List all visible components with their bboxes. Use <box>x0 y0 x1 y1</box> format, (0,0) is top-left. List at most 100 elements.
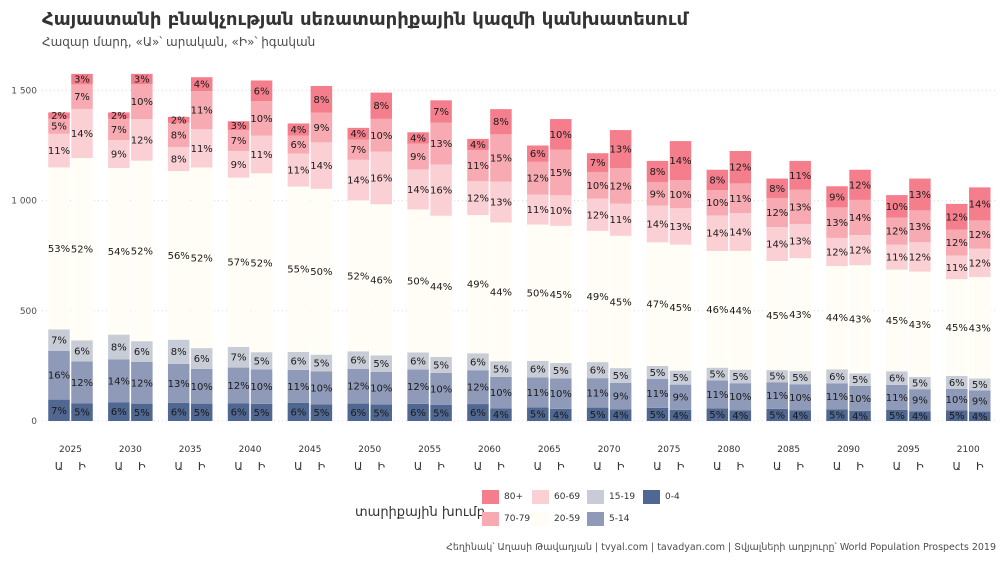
segment-pct-label: 12% <box>407 382 429 393</box>
bar-segment-0-4 <box>430 404 452 421</box>
bar-segment-60-69 <box>550 195 572 226</box>
segment-pct-label: 12% <box>946 238 968 249</box>
legend-label: 80+ <box>504 492 523 502</box>
bar-segment-15-19 <box>467 353 489 371</box>
segment-pct-label: 11% <box>587 388 609 399</box>
bar-segment-5-14 <box>227 367 250 404</box>
segment-pct-label: 9% <box>613 392 629 403</box>
bar-segment-15-19 <box>430 356 452 373</box>
bar-segment-5-14 <box>729 383 752 411</box>
bar-segment-0-4 <box>310 404 333 421</box>
segment-pct-label: 4% <box>912 412 928 423</box>
segment-pct-label: 11% <box>287 166 309 177</box>
bar-segment-20-59 <box>609 235 632 369</box>
bar-segment-60-69 <box>490 181 512 223</box>
bar-segment-80+ <box>609 130 632 169</box>
segment-pct-label: 7% <box>51 336 67 347</box>
bar-segment-70-79 <box>48 118 70 134</box>
bar-segment-60-69 <box>789 223 811 259</box>
segment-pct-label: 10% <box>191 382 213 393</box>
segment-pct-label: 13% <box>430 139 452 150</box>
bar-segment-60-69 <box>108 140 130 168</box>
bar-segment-20-59 <box>227 177 250 347</box>
bar-segment-80+ <box>310 85 333 113</box>
segment-pct-label: 4% <box>350 129 366 140</box>
bar-segment-0-4 <box>407 403 429 421</box>
segment-pct-label: 9% <box>972 396 988 407</box>
segment-pct-label: 16% <box>370 173 392 184</box>
segment-pct-label: 10% <box>430 384 452 395</box>
segment-pct-label: 11% <box>287 382 309 393</box>
bar-segment-20-59 <box>287 186 310 352</box>
bar-segment-60-69 <box>287 153 310 187</box>
segment-pct-label: 12% <box>946 212 968 223</box>
segment-pct-label: 5% <box>313 408 329 419</box>
segment-pct-label: 5% <box>590 410 606 421</box>
bar-segment-70-79 <box>490 134 512 182</box>
bar-segment-60-69 <box>646 205 669 243</box>
legend-swatch <box>532 490 549 504</box>
segment-pct-label: 11% <box>886 393 908 404</box>
bar-segment-80+ <box>669 141 692 181</box>
segment-pct-label: 10% <box>370 131 392 142</box>
bar-segment-15-19 <box>826 369 848 384</box>
segment-pct-label: 10% <box>131 97 153 108</box>
x-year-label: 2090 <box>837 445 860 455</box>
legend-label: 20-59 <box>554 514 581 524</box>
legend-label: 60-69 <box>554 492 581 502</box>
bar-segment-15-19 <box>131 341 153 362</box>
x-year-label: 2095 <box>897 445 920 455</box>
bar-segment-0-4 <box>826 409 848 421</box>
x-sex-label: Ա <box>474 460 482 473</box>
segment-pct-label: 11% <box>610 215 632 226</box>
segment-pct-label: 56% <box>168 251 190 262</box>
bar-segment-15-19 <box>108 334 130 360</box>
bar-segment-5-14 <box>849 385 871 411</box>
bar-segment-80+ <box>826 186 848 208</box>
segment-pct-label: 4% <box>470 140 486 151</box>
segment-pct-label: 13% <box>610 145 632 156</box>
x-sex-label: Ա <box>55 460 63 473</box>
segment-pct-label: 43% <box>789 310 811 321</box>
bar-segment-5-14 <box>609 382 632 410</box>
bar-segment-80+ <box>407 132 429 144</box>
bar-segment-20-59 <box>310 188 333 355</box>
segment-pct-label: 10% <box>706 198 728 209</box>
segment-pct-label: 49% <box>587 292 609 303</box>
segment-pct-label: 10% <box>587 181 609 192</box>
bar-segment-15-19 <box>969 378 991 391</box>
x-sex-label: Ի <box>976 460 984 473</box>
legend-item: 5-14 <box>587 512 629 526</box>
bar-segment-80+ <box>347 127 369 140</box>
legend-swatch <box>482 490 499 504</box>
segment-pct-label: 52% <box>347 271 369 282</box>
segment-pct-label: 7% <box>231 136 247 147</box>
bar-segment-5-14 <box>946 388 968 411</box>
segment-pct-label: 6% <box>254 86 270 97</box>
segment-pct-label: 16% <box>430 186 452 197</box>
x-sex-label: Ա <box>593 460 601 473</box>
bar-segment-70-79 <box>71 84 93 109</box>
segment-pct-label: 12% <box>849 180 871 191</box>
bar-segment-70-79 <box>527 161 549 195</box>
legend-swatch <box>482 512 499 526</box>
x-sex-label: Ա <box>414 460 422 473</box>
bar-segment-15-19 <box>490 361 512 377</box>
bar-segment-15-19 <box>250 352 273 370</box>
x-year-label: 2025 <box>59 445 82 455</box>
bar-segment-70-79 <box>287 135 310 154</box>
x-year-label: 2035 <box>179 445 202 455</box>
segment-pct-label: 8% <box>171 347 187 358</box>
x-sex-label: Ա <box>294 460 302 473</box>
segment-pct-label: 5% <box>433 360 449 371</box>
segment-pct-label: 8% <box>709 175 725 186</box>
segment-pct-label: 45% <box>886 316 908 327</box>
bar-segment-80+ <box>729 151 752 184</box>
bar-segment-80+ <box>886 195 908 218</box>
segment-pct-label: 9% <box>410 152 426 163</box>
bar-segment-20-59 <box>886 269 908 372</box>
segment-pct-label: 13% <box>490 198 512 209</box>
segment-pct-label: 10% <box>789 393 811 404</box>
bar-segment-60-69 <box>946 255 968 280</box>
bar-segment-0-4 <box>729 410 752 421</box>
